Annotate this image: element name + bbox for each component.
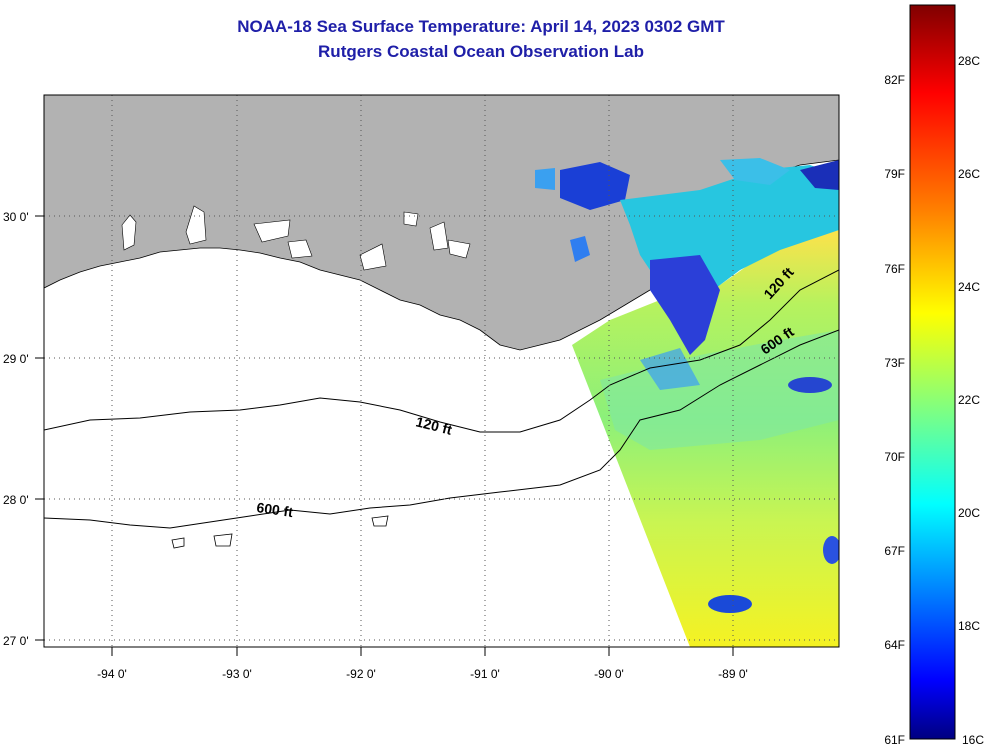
isobath-600ft (44, 329, 839, 529)
colorbar-f-label: 70F (884, 450, 905, 464)
map-subtitle: Rutgers Coastal Ocean Observation Lab (318, 42, 644, 61)
lat-label: 29 0' (3, 352, 29, 366)
lon-label: -93 0' (222, 667, 252, 681)
isobath-label: 600 ft (256, 499, 295, 520)
lon-label: -90 0' (594, 667, 624, 681)
map-area (44, 95, 839, 647)
colorbar-f-label: 73F (884, 356, 905, 370)
map-title: NOAA-18 Sea Surface Temperature: April 1… (237, 17, 725, 36)
colorbar-f-label: 82F (884, 73, 905, 87)
colorbar-c-label: 24C (958, 280, 980, 294)
lon-label: -94 0' (97, 667, 127, 681)
lat-label: 27 0' (3, 634, 29, 648)
isobath-120ft (44, 269, 839, 433)
colorbar-c-label: 16C (962, 733, 984, 747)
map-frame (43, 94, 840, 648)
lon-label: -92 0' (346, 667, 376, 681)
lat-label: 30 0' (3, 210, 29, 224)
colorbar-f-label: 76F (884, 262, 905, 276)
colorbar-f-label: 64F (884, 638, 905, 652)
lat-label: 28 0' (3, 493, 29, 507)
colorbar-f-label: 67F (884, 544, 905, 558)
graticule (44, 95, 839, 647)
lon-label: -91 0' (470, 667, 500, 681)
colorbar-c-label: 20C (958, 506, 980, 520)
colorbar-c-label: 22C (958, 393, 980, 407)
colorbar-c-label: 26C (958, 167, 980, 181)
colorbar-f-label: 61F (884, 733, 905, 747)
colorbar-c-label: 28C (958, 54, 980, 68)
lon-label: -89 0' (718, 667, 748, 681)
colorbar (909, 4, 956, 740)
colorbar-c-label: 18C (958, 619, 980, 633)
colorbar-f-label: 79F (884, 167, 905, 181)
